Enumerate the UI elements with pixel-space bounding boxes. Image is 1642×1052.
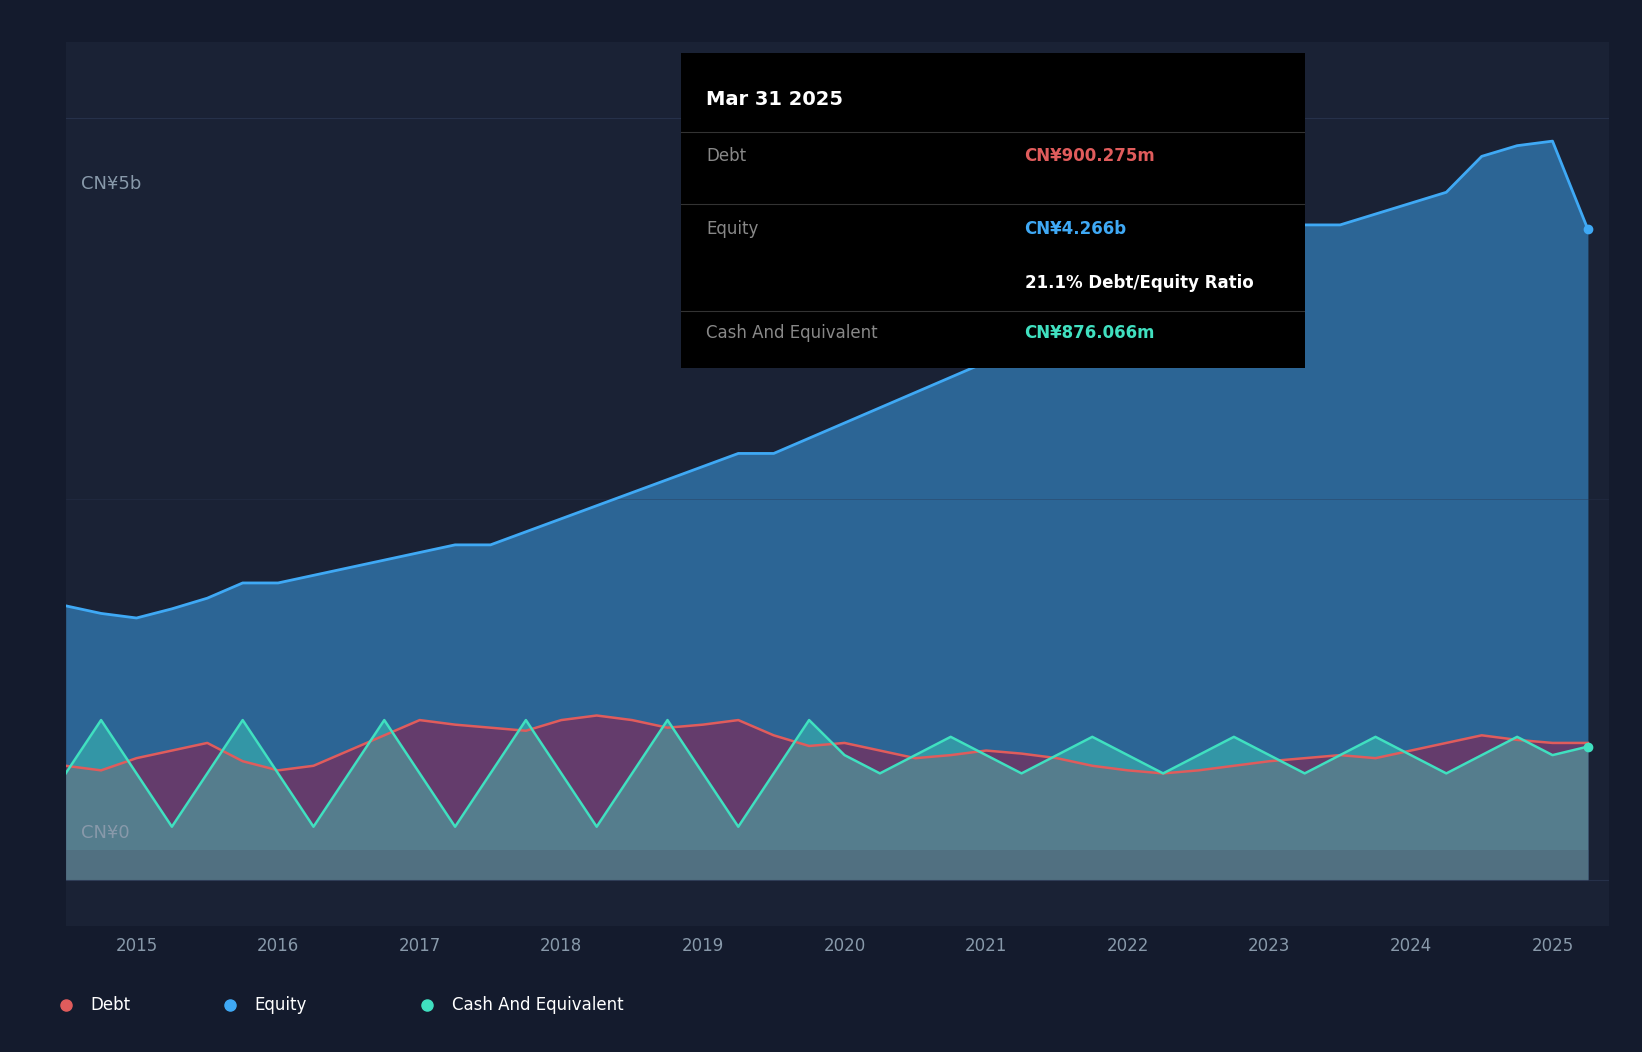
Text: CN¥4.266b: CN¥4.266b <box>1025 220 1126 238</box>
Text: Equity: Equity <box>255 995 307 1014</box>
Text: CN¥900.275m: CN¥900.275m <box>1025 147 1156 165</box>
Text: Debt: Debt <box>706 147 747 165</box>
Text: Equity: Equity <box>706 220 759 238</box>
Text: Cash And Equivalent: Cash And Equivalent <box>452 995 624 1014</box>
Text: CN¥876.066m: CN¥876.066m <box>1025 324 1154 342</box>
Text: Cash And Equivalent: Cash And Equivalent <box>706 324 878 342</box>
Text: 21.1% Debt/Equity Ratio: 21.1% Debt/Equity Ratio <box>1025 274 1253 291</box>
Text: CN¥0: CN¥0 <box>80 824 130 842</box>
Text: Debt: Debt <box>90 995 130 1014</box>
Text: CN¥5b: CN¥5b <box>80 175 141 193</box>
Text: Mar 31 2025: Mar 31 2025 <box>706 90 844 109</box>
